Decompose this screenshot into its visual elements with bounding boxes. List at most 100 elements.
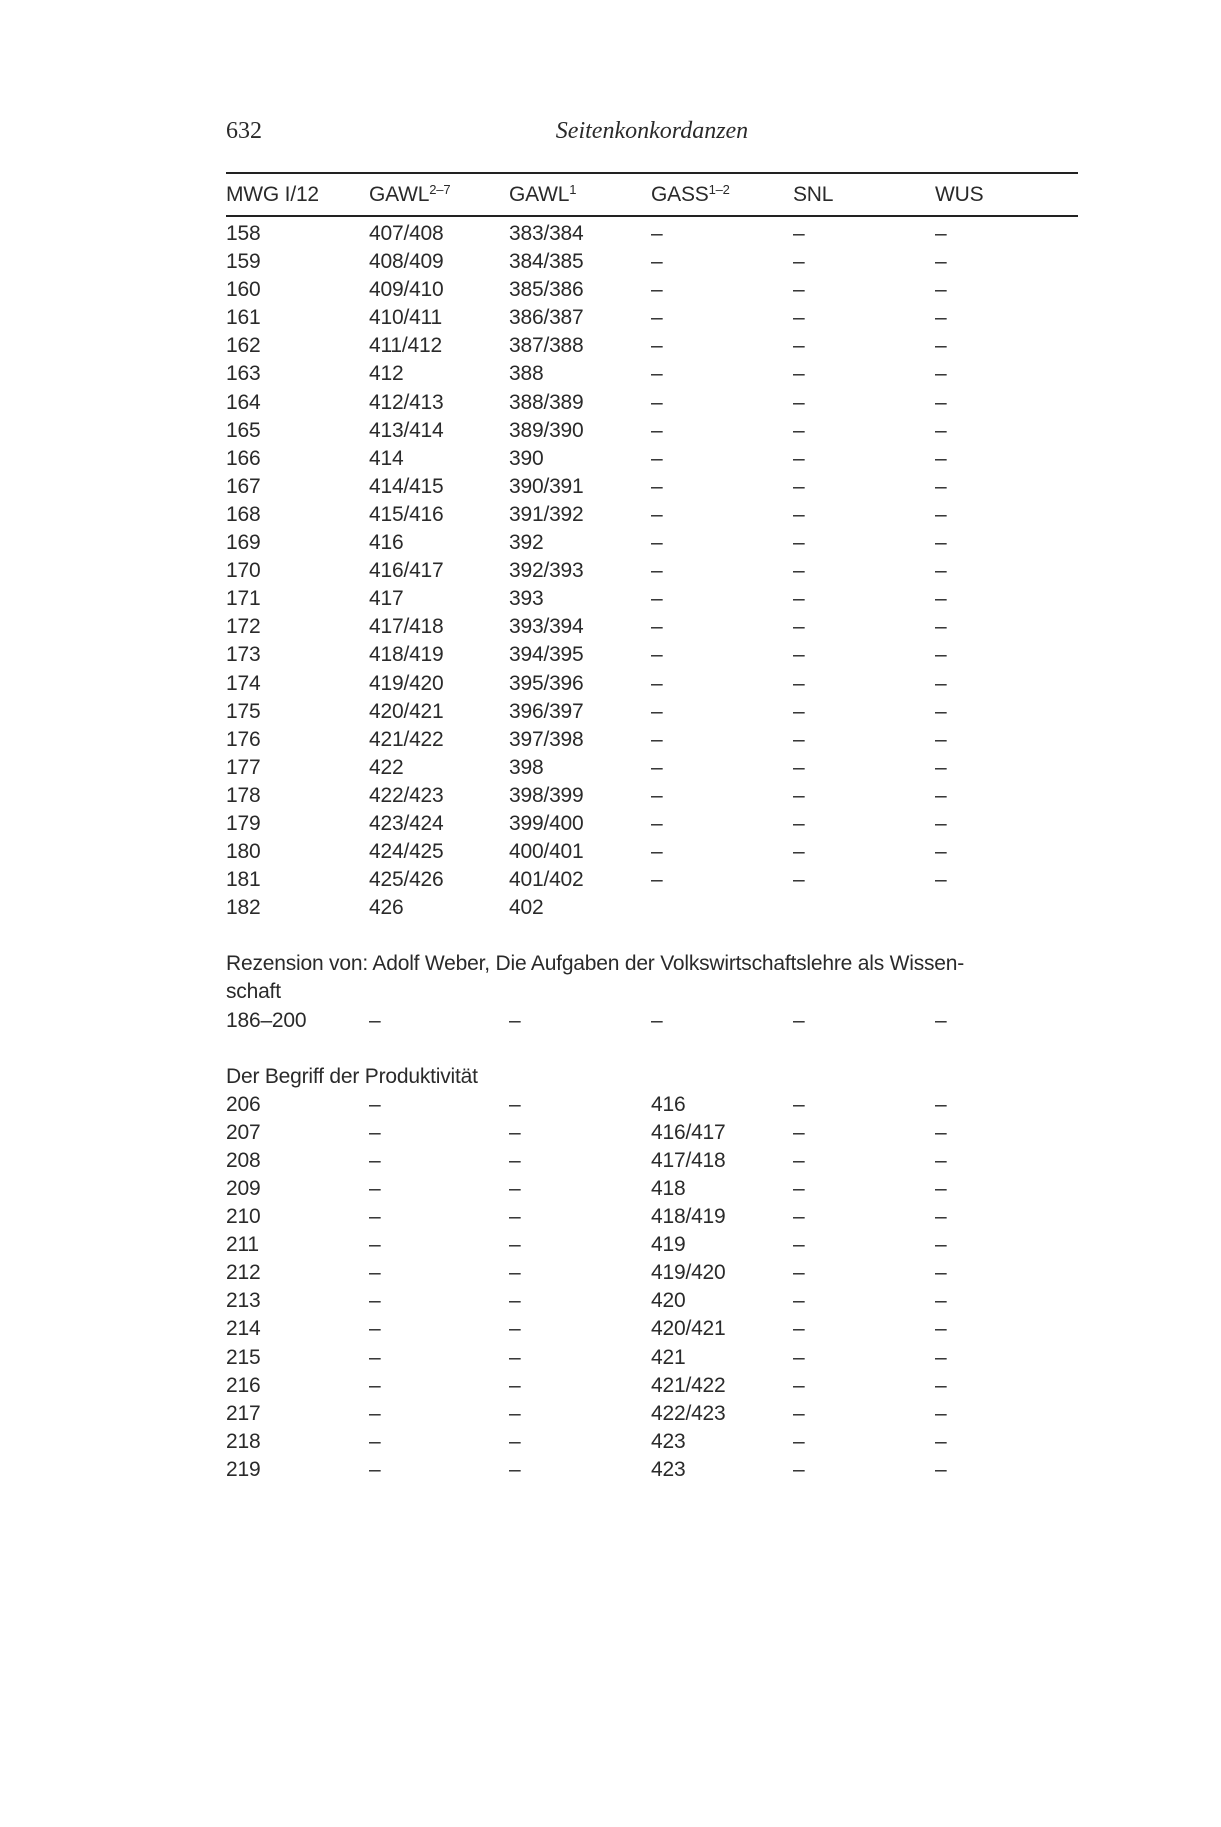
table-cell: – <box>793 1008 805 1032</box>
table-cell: 213 <box>226 1289 261 1313</box>
table-cell: – <box>651 278 663 302</box>
table-row: 176 421/422 397/398 – – – <box>226 726 1078 754</box>
table-cell: 410/411 <box>369 306 442 330</box>
table-cell: 407/408 <box>369 222 444 245</box>
table-cell: – <box>935 783 947 807</box>
table-cell: – <box>935 1457 947 1481</box>
table-row: 212 – – 419/420 – – <box>226 1259 1078 1287</box>
column-header: GAWL2–7 <box>369 181 451 206</box>
table-cell: – <box>935 250 947 274</box>
table-cell: – <box>935 1177 947 1200</box>
column-header: MWG I/12 <box>226 182 319 206</box>
table-cell: 419/420 <box>369 671 444 695</box>
table-cell: – <box>369 1429 381 1453</box>
table-cell: – <box>793 1148 805 1172</box>
table-cell: – <box>935 1429 947 1453</box>
table-cell: 164 <box>226 390 261 414</box>
column-header: WUS <box>935 182 984 206</box>
table-cell: 386/387 <box>509 306 584 330</box>
table-cell: 209 <box>226 1177 261 1200</box>
table-cell: – <box>509 1177 521 1200</box>
table-cell: – <box>651 474 663 498</box>
table-cell: 400/401 <box>509 840 584 864</box>
table-cell: – <box>369 1008 381 1032</box>
table-cell: 388/389 <box>509 390 584 414</box>
table-cell: 160 <box>226 278 261 302</box>
table-row: 206 – – 416 – – <box>226 1091 1078 1119</box>
table-row: 167 414/415 390/391 – – – <box>226 473 1078 501</box>
table-row: 181 425/426 401/402 – – – <box>226 866 1078 894</box>
table-cell: 210 <box>226 1205 261 1229</box>
table-cell: – <box>509 1457 521 1481</box>
table-row: 182 426 402 <box>226 894 1078 922</box>
table-cell: 396/397 <box>509 699 584 723</box>
table-cell: 393/394 <box>509 615 584 639</box>
table-section: Rezension von: Adolf Weber, Die Aufgaben… <box>226 950 1078 1034</box>
table-cell: – <box>369 1373 381 1397</box>
table-cell: – <box>793 362 805 386</box>
table-row: 180 424/425 400/401 – – – <box>226 838 1078 866</box>
table-cell: 162 <box>226 334 261 358</box>
table-cell: 167 <box>226 474 261 498</box>
table-cell: – <box>935 1373 947 1397</box>
table-row: 186–200 – – – – – <box>226 1007 1078 1035</box>
table-cell: 420 <box>651 1289 686 1313</box>
table-cell: 424/425 <box>369 840 444 864</box>
table-cell: – <box>935 671 947 695</box>
table-cell: 417 <box>369 587 404 611</box>
table-cell: 186–200 <box>226 1008 307 1032</box>
table-cell: – <box>651 811 663 835</box>
table-cell: – <box>935 306 947 330</box>
table-cell: 411/412 <box>369 334 442 358</box>
table-cell: – <box>651 502 663 526</box>
column-header: GAWL1 <box>509 181 577 206</box>
table-cell: 391/392 <box>509 502 584 526</box>
table-cell: – <box>793 418 805 442</box>
table-cell: – <box>935 643 947 667</box>
concordance-table: MWG I/12 GAWL2–7 GAWL1 GASS1–2 SNL WUS 1… <box>226 172 1078 1484</box>
table-cell: – <box>935 531 947 555</box>
table-cell: – <box>793 783 805 807</box>
table-cell: – <box>651 362 663 386</box>
table-cell: – <box>369 1401 381 1425</box>
table-cell: – <box>935 446 947 470</box>
table-cell: – <box>793 1261 805 1285</box>
column-header: SNL <box>793 182 834 206</box>
table-cell: 422/423 <box>651 1401 726 1425</box>
table-cell: – <box>935 1233 947 1257</box>
table-cell: – <box>509 1401 521 1425</box>
table-cell: – <box>369 1345 381 1369</box>
table-cell: – <box>509 1317 521 1341</box>
table-cell: 182 <box>226 896 261 920</box>
table-cell <box>935 894 1078 922</box>
table-cell: – <box>935 1345 947 1369</box>
table-cell: – <box>651 250 663 274</box>
table-cell: – <box>793 1205 805 1229</box>
table-cell: 415/416 <box>369 502 444 526</box>
table-cell: – <box>793 699 805 723</box>
table-cell: – <box>369 1289 381 1313</box>
table-cell: – <box>509 1289 521 1313</box>
table-cell: – <box>369 1120 381 1144</box>
table-row: 165 413/414 389/390 – – – <box>226 417 1078 445</box>
table-cell: – <box>651 1008 663 1032</box>
table-cell: 172 <box>226 615 261 639</box>
table-cell: 217 <box>226 1401 261 1425</box>
table-row: 161 410/411 386/387 – – – <box>226 304 1078 332</box>
table-cell: – <box>793 1317 805 1341</box>
table-cell: 395/396 <box>509 671 584 695</box>
table-row: 215 – – 421 – – <box>226 1344 1078 1372</box>
table-cell: 385/386 <box>509 278 584 302</box>
table-cell: – <box>651 418 663 442</box>
table-cell: 214 <box>226 1317 261 1341</box>
table-cell: – <box>651 531 663 555</box>
table-cell: – <box>793 1457 805 1481</box>
table-cell: 408/409 <box>369 250 444 274</box>
table-cell: – <box>935 1120 947 1144</box>
table-cell: – <box>651 868 663 892</box>
table-cell: – <box>935 502 947 526</box>
table-cell: 417/418 <box>369 615 444 639</box>
table-cell: 420/421 <box>651 1317 726 1341</box>
table-cell: 421/422 <box>651 1373 726 1397</box>
table-cell: – <box>935 1092 947 1116</box>
